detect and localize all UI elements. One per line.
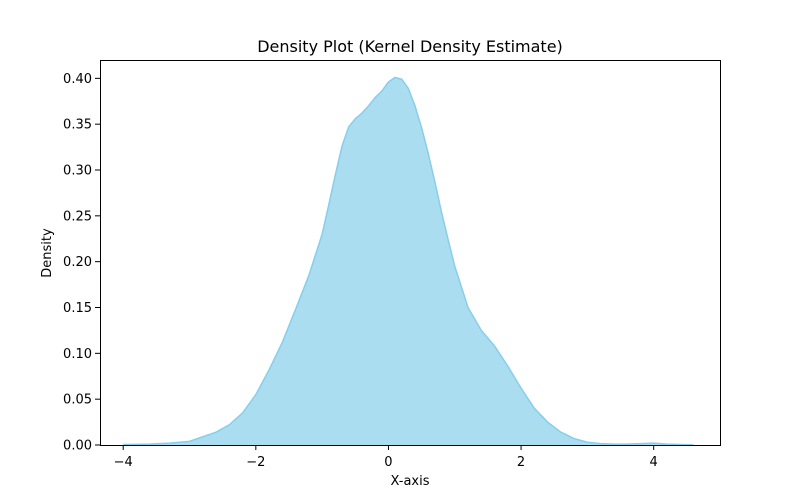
y-axis-label: Density [40,228,55,278]
chart-title: Density Plot (Kernel Density Estimate) [257,37,563,56]
y-tick-label: 0.15 [63,301,92,316]
y-axis: 0.00 0.05 0.10 0.15 0.20 0.25 0.30 0.35 0.40 [63,72,100,454]
x-tick-label: −2 [246,455,265,470]
y-tick-label: 0.00 [63,439,92,454]
y-tick-label: 0.10 [63,347,92,362]
x-tick-label: 2 [517,455,525,470]
y-tick-label: 0.05 [63,393,92,408]
x-axis: −4 −2 0 2 4 [114,445,658,470]
x-axis-label: X-axis [391,474,430,489]
x-tick-label: 0 [384,455,392,470]
x-tick-label: 4 [650,455,658,470]
y-tick-label: 0.35 [63,118,92,133]
y-tick-label: 0.25 [63,209,92,224]
y-tick-label: 0.30 [63,164,92,179]
density-area [123,77,694,446]
density-line [123,76,694,446]
y-tick-label: 0.20 [63,255,92,270]
axes-frame [100,60,721,446]
x-tick-label: −4 [114,455,133,470]
plot-area [123,76,694,446]
y-tick-label: 0.40 [63,72,92,87]
